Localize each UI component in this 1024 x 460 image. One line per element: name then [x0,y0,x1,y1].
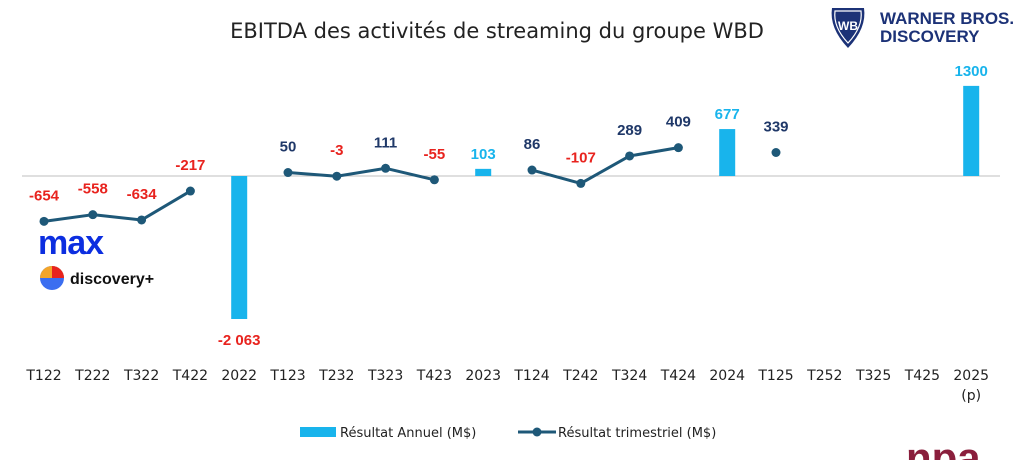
x-tick-sublabel-2025: (p) [961,388,981,404]
max-discovery-logos: max discovery+ [38,224,154,290]
max-logo: max [38,224,104,262]
x-tick-T125: T125 [757,368,793,384]
point-T124 [527,165,537,175]
point-T424 [673,143,683,153]
bar-2025 [963,85,980,176]
x-tick-T424: T424 [660,368,696,384]
data-label-2024: 677 [715,106,740,123]
point-T122 [39,216,49,226]
point-T323 [381,163,391,173]
legend-label-quarterly: Résultat trimestriel (M$) [558,426,716,441]
x-tick-T323: T323 [367,368,403,384]
data-label-T423: -55 [424,146,446,163]
bar-2022 [231,176,248,319]
data-label-T422: -217 [175,157,205,174]
x-tick-T232: T232 [318,368,354,384]
quarterly-line-segment [531,146,679,185]
data-label-T323: 111 [374,134,397,151]
data-label-T124: 86 [524,136,541,153]
x-tick-T242: T242 [562,368,598,384]
point-T125 [771,148,781,158]
x-tick-2023: 2023 [465,368,501,384]
x-tick-T425: T425 [904,368,940,384]
data-label-2022: -2 063 [218,332,261,349]
data-label-T122: -654 [29,187,60,204]
quarterly-line-segment [43,189,192,223]
bars-layer [231,85,980,319]
wb-shield-icon: WB [831,8,865,48]
data-labels-layer: -654 -558 -634 -217 -2 063 50 -3 111 -55 103 86 -10… [29,63,988,349]
point-T422 [185,186,195,196]
legend-swatch-annual [300,427,336,437]
wbd-text-line1: WARNER BROS. [880,9,1014,28]
bar-2024 [719,129,736,176]
bar-2023 [475,168,492,176]
x-tick-T252: T252 [806,368,842,384]
x-tick-2024: 2024 [709,368,745,384]
x-tick-T123: T123 [269,368,305,384]
x-tick-T322: T322 [123,368,159,384]
point-T232 [332,171,342,181]
wbd-text-line2: DISCOVERY [880,27,980,46]
data-label-T232: -3 [330,142,343,159]
legend-swatch-marker [532,427,542,437]
line-layer [39,143,781,226]
data-label-2023: 103 [471,146,496,163]
x-tick-2025: 2025 [953,368,989,384]
warner-bros-discovery-logo: WB WARNER BROS. DISCOVERY [831,8,1014,48]
x-tick-T222: T222 [74,368,110,384]
discovery-plus-logo: discovery+ [40,266,154,290]
svg-text:WB: WB [838,19,858,33]
x-tick-T124: T124 [513,368,549,384]
chart-title: EBITDA des activités de streaming du gro… [230,19,764,43]
point-T242 [576,178,586,188]
data-label-T222: -558 [78,181,108,198]
x-tick-T122: T122 [25,368,61,384]
data-label-T424: 409 [666,114,691,131]
x-tick-T423: T423 [416,368,452,384]
x-tick-T422: T422 [172,368,208,384]
data-label-T322: -634 [127,186,158,203]
quarterly-line-segment [287,166,435,182]
data-label-2025: 1300 [955,63,988,80]
data-label-T125: 339 [763,119,788,136]
data-label-T242: -107 [566,149,596,166]
point-T123 [283,168,293,178]
point-T222 [88,210,98,220]
point-T322 [137,215,147,225]
legend: Résultat Annuel (M$) Résultat trimestrie… [300,426,716,441]
data-label-T324: 289 [617,122,642,139]
npa-logo: npa [906,434,981,460]
discovery-plus-text: discovery+ [70,271,154,288]
legend-label-annual: Résultat Annuel (M$) [340,426,476,441]
point-T423 [429,175,439,185]
point-T324 [625,151,635,161]
x-tick-T324: T324 [611,368,647,384]
x-axis-ticks: T122 T222 T322 T422 2022 T123 T232 T323 T423 2023… [25,368,989,404]
data-label-T123: 50 [280,139,297,156]
x-tick-2022: 2022 [221,368,257,384]
x-tick-T325: T325 [855,368,891,384]
